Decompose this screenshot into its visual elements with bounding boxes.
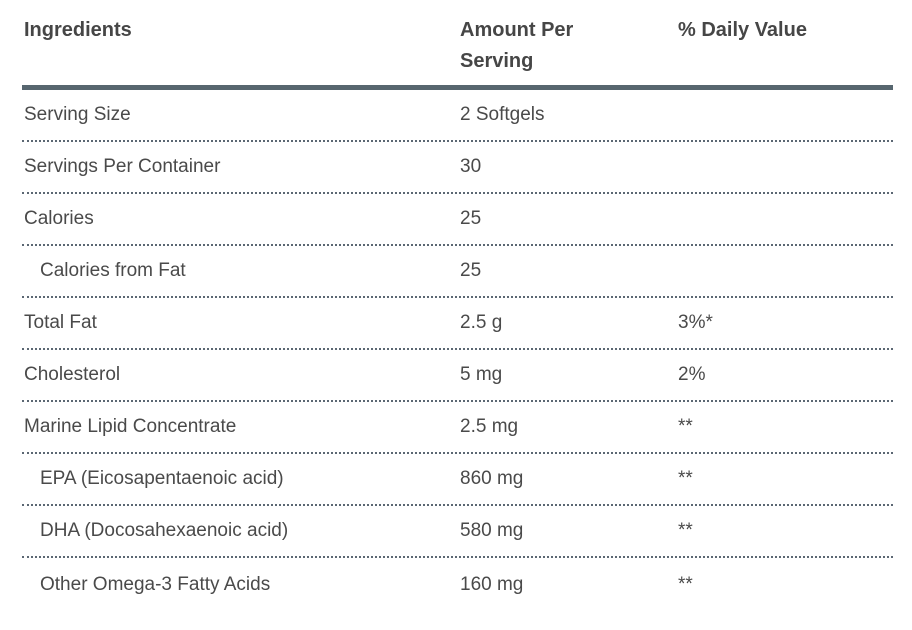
supplement-facts-table: Ingredients Amount Per Serving % Daily V… xyxy=(22,0,893,612)
ingredient-label: Servings Per Container xyxy=(24,156,221,177)
table-row-epa: EPA (Eicosapentaenoic acid) 860 mg ** xyxy=(22,454,893,506)
table-header-row: Ingredients Amount Per Serving % Daily V… xyxy=(22,0,893,90)
table-row-dha: DHA (Docosahexaenoic acid) 580 mg ** xyxy=(22,506,893,558)
daily-value: 2% xyxy=(678,364,706,385)
column-header-amount-label: Amount Per Serving xyxy=(460,19,574,72)
table-row-total-fat: Total Fat 2.5 g 3%* xyxy=(22,298,893,350)
table-row-servings-per-container: Servings Per Container 30 xyxy=(22,142,893,194)
amount-value: 860 mg xyxy=(460,468,524,489)
amount-value: 2.5 g xyxy=(460,312,503,333)
ingredient-label: Cholesterol xyxy=(24,364,121,385)
ingredient-label: Marine Lipid Concentrate xyxy=(24,416,237,437)
table-row-other-omega-3: Other Omega-3 Fatty Acids 160 mg ** xyxy=(22,558,893,612)
ingredient-label: Calories xyxy=(24,208,94,229)
daily-value: ** xyxy=(678,416,693,437)
column-header-daily-value-label: % Daily Value xyxy=(678,19,807,41)
table-row-calories: Calories 25 xyxy=(22,194,893,246)
ingredient-label: EPA (Eicosapentaenoic acid) xyxy=(40,468,284,489)
amount-value: 25 xyxy=(460,260,482,281)
amount-value: 25 xyxy=(460,208,482,229)
table-row-calories-from-fat: Calories from Fat 25 xyxy=(22,246,893,298)
amount-value: 30 xyxy=(460,156,482,177)
column-header-amount-per-serving: Amount Per Serving xyxy=(458,15,676,77)
ingredient-label: Serving Size xyxy=(24,104,131,125)
ingredient-label: Other Omega-3 Fatty Acids xyxy=(40,574,271,595)
daily-value: ** xyxy=(678,520,693,541)
column-header-ingredients: Ingredients xyxy=(22,15,458,77)
daily-value: 3%* xyxy=(678,312,713,333)
column-header-daily-value: % Daily Value xyxy=(676,15,893,77)
daily-value: ** xyxy=(678,574,693,595)
amount-value: 2.5 mg xyxy=(460,416,519,437)
table-row-cholesterol: Cholesterol 5 mg 2% xyxy=(22,350,893,402)
amount-value: 160 mg xyxy=(460,574,524,595)
ingredient-label: Total Fat xyxy=(24,312,97,333)
daily-value: ** xyxy=(678,468,693,489)
table-row-marine-lipid-concentrate: Marine Lipid Concentrate 2.5 mg ** xyxy=(22,402,893,454)
ingredient-label: DHA (Docosahexaenoic acid) xyxy=(40,520,289,541)
ingredient-label: Calories from Fat xyxy=(40,260,186,281)
amount-value: 580 mg xyxy=(460,520,524,541)
table-row-serving-size: Serving Size 2 Softgels xyxy=(22,90,893,142)
column-header-ingredients-label: Ingredients xyxy=(24,19,132,41)
amount-value: 5 mg xyxy=(460,364,503,385)
amount-value: 2 Softgels xyxy=(460,104,545,125)
